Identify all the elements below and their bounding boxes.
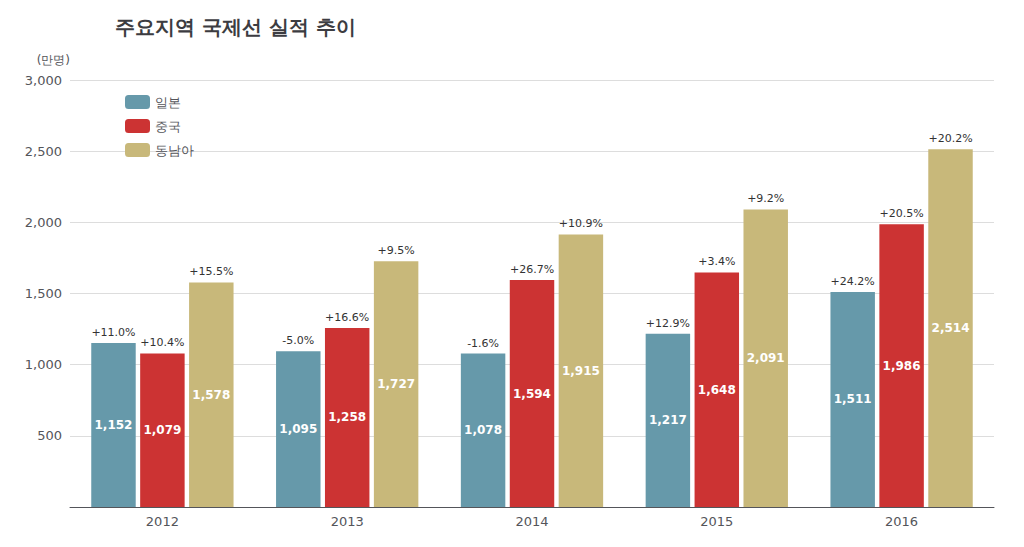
svg-text:+9.2%: +9.2% bbox=[747, 192, 784, 205]
svg-text:+20.2%: +20.2% bbox=[928, 132, 972, 145]
svg-text:2,000: 2,000 bbox=[25, 215, 62, 230]
svg-text:+16.6%: +16.6% bbox=[325, 311, 369, 324]
svg-text:1,594: 1,594 bbox=[513, 387, 551, 401]
svg-text:2013: 2013 bbox=[331, 514, 364, 529]
svg-text:1,079: 1,079 bbox=[143, 423, 181, 437]
svg-text:-1.6%: -1.6% bbox=[467, 337, 499, 350]
svg-text:1,095: 1,095 bbox=[279, 422, 317, 436]
svg-text:(만명): (만명) bbox=[37, 53, 70, 67]
svg-text:1,258: 1,258 bbox=[328, 410, 366, 424]
svg-text:1,511: 1,511 bbox=[834, 392, 872, 406]
svg-text:+15.5%: +15.5% bbox=[189, 265, 233, 278]
svg-text:+3.4%: +3.4% bbox=[698, 255, 735, 268]
svg-text:2,091: 2,091 bbox=[747, 351, 785, 365]
svg-text:1,986: 1,986 bbox=[883, 359, 921, 373]
svg-text:동남아: 동남아 bbox=[155, 143, 194, 158]
svg-text:중국: 중국 bbox=[155, 119, 181, 134]
svg-text:1,915: 1,915 bbox=[562, 364, 600, 378]
svg-text:1,578: 1,578 bbox=[192, 388, 230, 402]
svg-text:500: 500 bbox=[37, 428, 62, 443]
svg-text:1,727: 1,727 bbox=[377, 377, 415, 391]
svg-text:1,152: 1,152 bbox=[95, 418, 133, 432]
svg-text:+24.2%: +24.2% bbox=[831, 275, 875, 288]
svg-text:2,500: 2,500 bbox=[25, 144, 62, 159]
svg-text:2016: 2016 bbox=[885, 514, 918, 529]
svg-text:+11.0%: +11.0% bbox=[91, 326, 135, 339]
svg-text:+10.4%: +10.4% bbox=[140, 336, 184, 349]
svg-text:+20.5%: +20.5% bbox=[880, 207, 924, 220]
svg-text:2014: 2014 bbox=[515, 514, 548, 529]
svg-text:1,500: 1,500 bbox=[25, 286, 62, 301]
svg-text:+10.9%: +10.9% bbox=[559, 217, 603, 230]
svg-text:1,000: 1,000 bbox=[25, 357, 62, 372]
svg-text:1,078: 1,078 bbox=[464, 423, 502, 437]
svg-text:1,648: 1,648 bbox=[698, 383, 736, 397]
svg-text:주요지역 국제선 실적 추이: 주요지역 국제선 실적 추이 bbox=[115, 15, 356, 39]
svg-text:-5.0%: -5.0% bbox=[282, 334, 314, 347]
svg-text:3,000: 3,000 bbox=[25, 73, 62, 88]
svg-text:+9.5%: +9.5% bbox=[378, 244, 415, 257]
svg-text:1,217: 1,217 bbox=[649, 413, 687, 427]
svg-text:+12.9%: +12.9% bbox=[646, 317, 690, 330]
svg-text:2015: 2015 bbox=[700, 514, 733, 529]
svg-text:일본: 일본 bbox=[155, 95, 181, 110]
svg-text:2012: 2012 bbox=[146, 514, 179, 529]
svg-text:2,514: 2,514 bbox=[932, 321, 970, 335]
svg-text:+26.7%: +26.7% bbox=[510, 263, 554, 276]
